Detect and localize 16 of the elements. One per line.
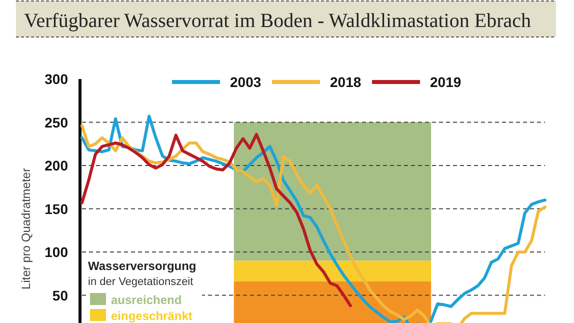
legend-label: 2003 [230,74,262,90]
y-axis-title: Liter pro Quadratmeter [19,168,33,290]
legend-label: 2018 [330,74,362,90]
legend-label: ausreichend [111,293,182,307]
annotation: in der Vegetationszeit [88,276,194,288]
legend-label: 2019 [430,74,462,90]
chart-title: Verfügbarer Wasservorrat im Boden - Waldklimastation Ebrach [24,10,531,32]
y-tick-label: 50 [52,287,68,304]
y-tick-label: 200 [44,158,68,174]
y-tick-label: 150 [44,200,68,217]
legend-label: eingeschränkt [111,309,192,323]
legend-title: Wasserversorgung [88,259,196,273]
y-tick-label: 100 [44,244,68,260]
y-tick-label: 250 [44,114,68,130]
line-series [80,132,352,308]
y-tick-label: 300 [44,71,68,87]
